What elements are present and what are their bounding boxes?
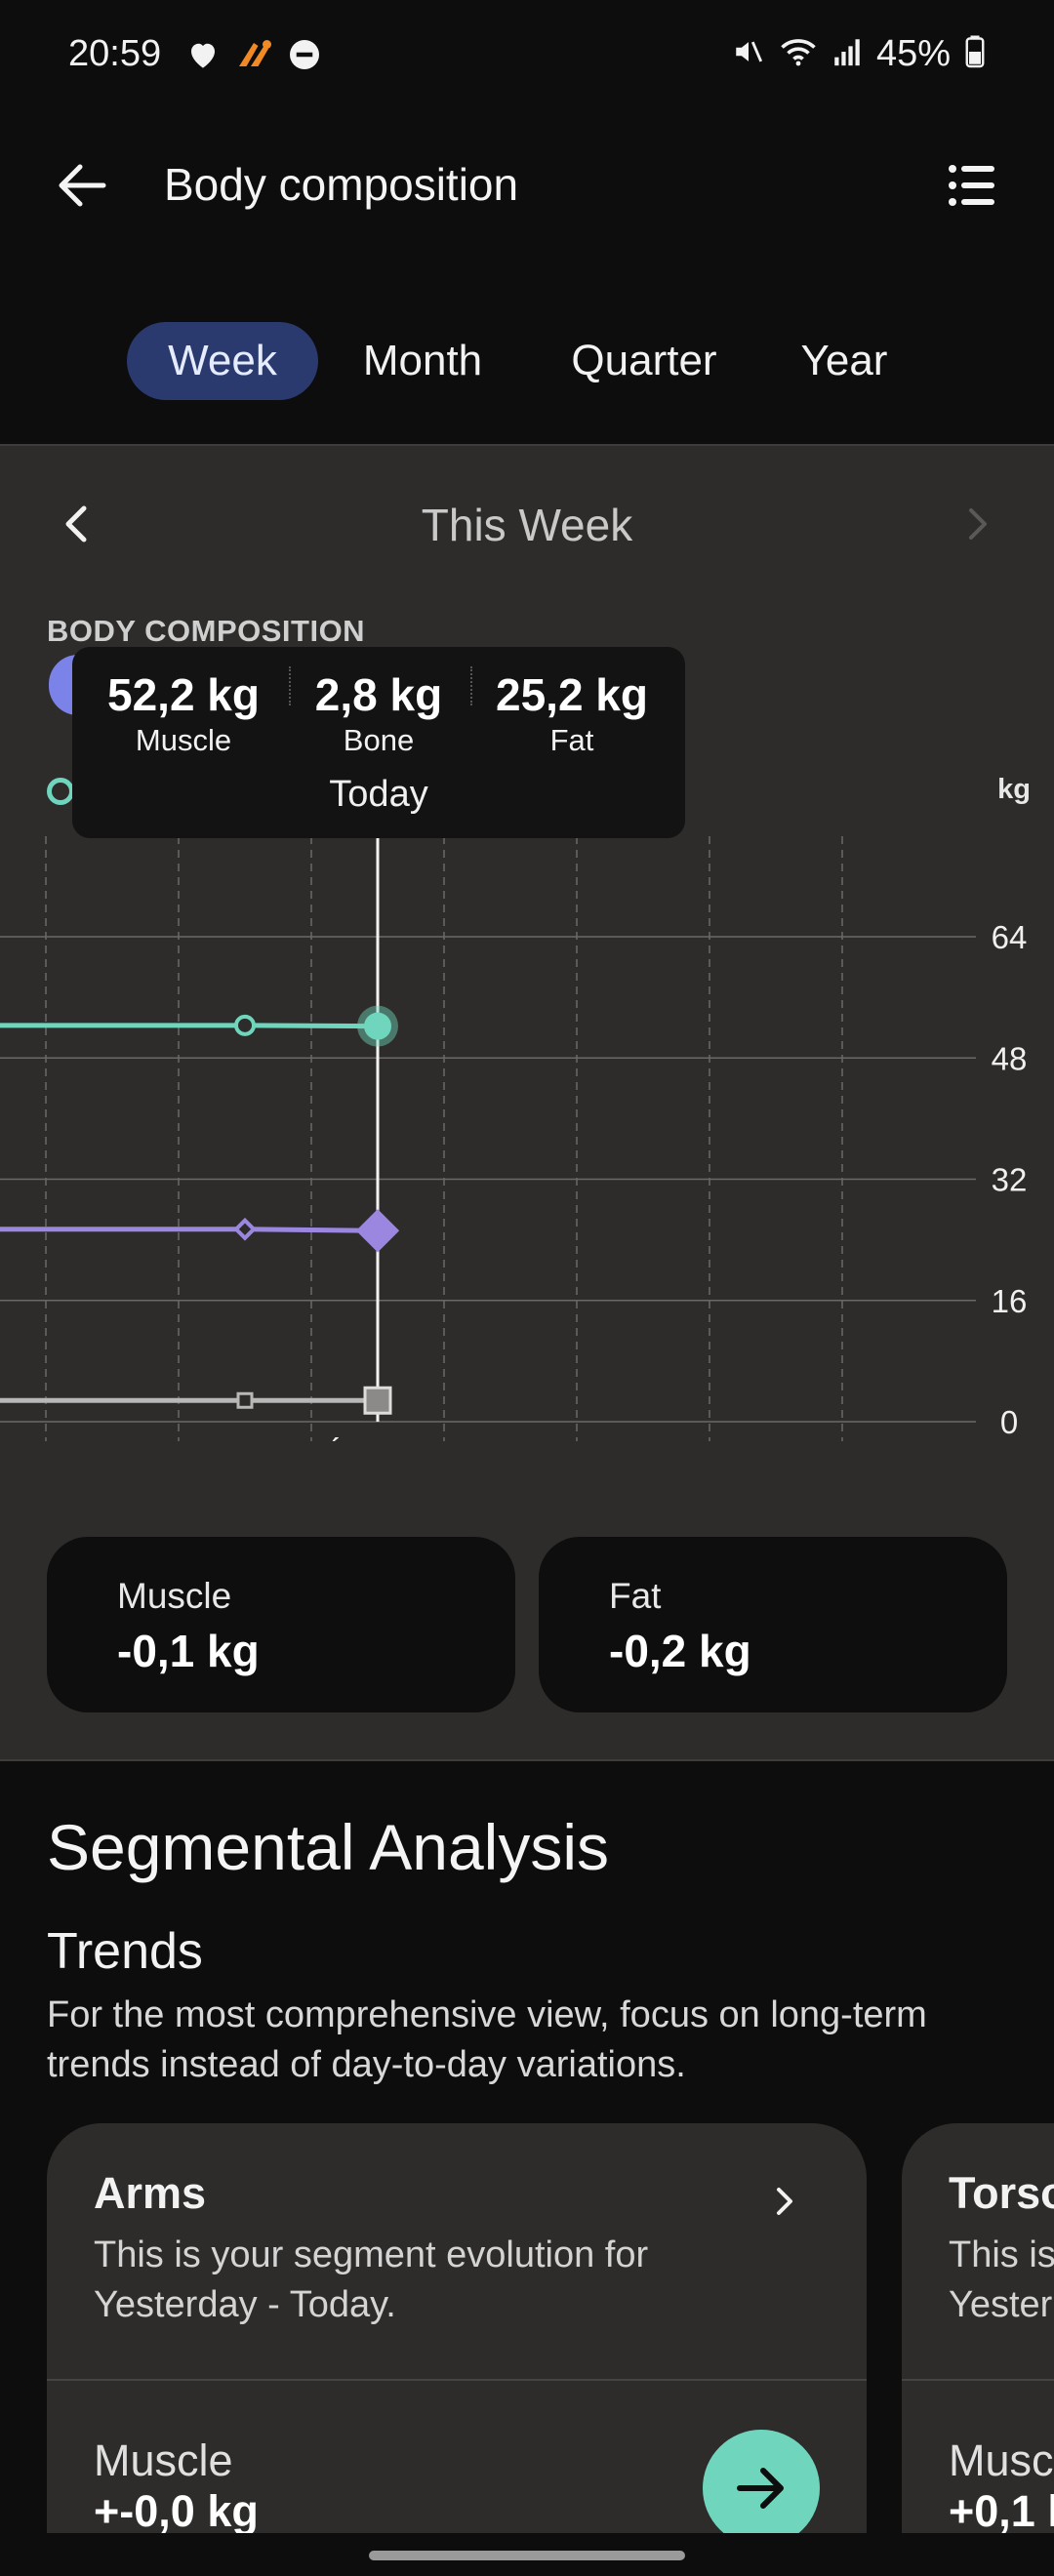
segment-metric-name: Muscle	[94, 2435, 233, 2485]
tooltip-muscle-value: 52,2 kg	[107, 669, 260, 720]
tooltip-muscle: 52,2 kg Muscle	[86, 668, 281, 758]
data-point-bone	[363, 1386, 392, 1415]
segment-card-torso[interactable]: Torso This is your segment evolution for…	[902, 2123, 1054, 2576]
list-icon	[949, 165, 994, 206]
tooltip-separator	[470, 666, 472, 705]
x-tick-label: Wt.	[190, 1437, 238, 1441]
status-time: 20:59	[68, 33, 162, 74]
data-point-muscle	[234, 1014, 256, 1036]
status-bar: 20:59 45%	[0, 0, 1054, 117]
y-tick-label: 64	[992, 919, 1028, 955]
y-tick-label: 16	[992, 1283, 1028, 1319]
fat-change-card[interactable]: Fat -0,2 kg	[539, 1537, 1007, 1712]
status-icons-right: 45%	[732, 33, 986, 75]
tab-year[interactable]: Year	[800, 337, 888, 384]
chart-unit-label: kg	[997, 774, 1031, 805]
tooltip-fat-label: Fat	[549, 723, 594, 757]
x-tick-label: Śr.	[323, 1436, 362, 1441]
trends-title: Trends	[47, 1923, 203, 1980]
do-not-disturb-icon	[287, 37, 322, 77]
segment-card-description: This is your segment evolution for Yeste…	[94, 2234, 649, 2325]
tab-month[interactable]: Month	[362, 337, 483, 384]
segment-card-description: This is your segment evolution for Yeste…	[949, 2234, 1054, 2325]
data-point-fat	[355, 1209, 400, 1253]
muscle-change-label: Muscle	[117, 1576, 232, 1616]
app-header: Body composition	[0, 117, 1054, 254]
x-tick-label: Pon.	[58, 1437, 124, 1441]
muscle-change-value: -0,1 kg	[117, 1626, 260, 1676]
y-tick-label: 0	[1000, 1404, 1018, 1440]
list-menu-button[interactable]	[941, 154, 1003, 217]
data-point-bone	[236, 1391, 254, 1409]
battery-percent: 45%	[875, 33, 951, 74]
y-tick-label: 32	[992, 1162, 1028, 1198]
segment-metric-value: +-0,0 kg	[94, 2486, 259, 2536]
muscle-change-card[interactable]: Muscle -0,1 kg	[47, 1537, 515, 1712]
mute-icon	[732, 34, 765, 74]
data-point-fat	[233, 1217, 257, 1241]
chevron-right-icon	[969, 508, 987, 540]
section-label: BODY COMPOSITION	[47, 614, 366, 648]
arrow-right-icon	[737, 2468, 784, 2509]
tooltip-date: Today	[329, 774, 428, 815]
chart-tooltip: 52,2 kg Muscle 2,8 kg Bone 25,2 kg Fat T…	[72, 647, 685, 838]
x-tick-label: Niedz.	[854, 1437, 946, 1441]
data-point-muscle	[364, 1012, 391, 1040]
segment-metric-value: +0,1 kg	[949, 2486, 1054, 2536]
tab-week[interactable]: Week	[127, 322, 318, 400]
previous-period-button[interactable]	[47, 495, 105, 553]
y-tick-label: 48	[992, 1040, 1028, 1076]
signal-icon	[831, 35, 863, 73]
tooltip-bone-value: 2,8 kg	[314, 669, 443, 720]
body-composition-chart[interactable]: 64 48 32 16 0 Pon. Wt. Śr. Czw. Pt. Sob. Niedz.	[0, 836, 1054, 1441]
chevron-left-icon	[65, 505, 87, 543]
segment-metric-name: Muscle	[949, 2435, 1054, 2485]
segment-card-title: Arms	[94, 2168, 207, 2218]
wifi-icon	[779, 34, 818, 74]
heart-icon	[185, 37, 221, 77]
segment-card-title: Torso	[949, 2168, 1054, 2218]
period-label: This Week	[421, 500, 633, 550]
period-tabs: Week Month Quarter Year	[0, 322, 1054, 400]
series-line-fat	[0, 1227, 379, 1233]
segment-card-arms[interactable]: Arms This is your segment evolution for …	[47, 2123, 867, 2576]
segmental-title: Segmental Analysis	[47, 1811, 609, 1883]
tooltip-bone: 2,8 kg Bone	[281, 668, 476, 758]
period-navigator: This Week	[0, 485, 1054, 563]
tab-quarter[interactable]: Quarter	[571, 337, 717, 384]
fat-change-value: -0,2 kg	[609, 1626, 751, 1676]
x-tick-label: Czw.	[456, 1437, 526, 1441]
tooltip-fat: 25,2 kg Fat	[474, 668, 669, 758]
tooltip-bone-label: Bone	[343, 723, 415, 757]
next-period-button[interactable]	[949, 495, 1007, 553]
battery-icon	[964, 34, 986, 74]
back-arrow-icon	[59, 164, 106, 207]
tooltip-separator	[289, 666, 291, 705]
x-tick-label: Sob.	[721, 1437, 788, 1441]
divider	[47, 2379, 867, 2381]
fat-change-label: Fat	[609, 1576, 662, 1616]
legend-dot	[47, 778, 74, 805]
back-button[interactable]	[51, 154, 113, 217]
tooltip-fat-value: 25,2 kg	[496, 669, 648, 720]
status-icons-left	[185, 37, 322, 77]
chart-panel: This Week BODY COMPOSITION kg 64 48 32 16 0 P…	[0, 444, 1054, 1761]
home-indicator[interactable]	[369, 2551, 685, 2560]
divider	[902, 2379, 1054, 2381]
chevron-right-icon	[765, 2182, 804, 2221]
x-tick-label: Pt.	[588, 1437, 628, 1441]
app-notification-icon	[234, 37, 273, 77]
segment-detail-button[interactable]	[703, 2430, 820, 2547]
trends-description: For the most comprehensive view, focus o…	[47, 1994, 927, 2085]
tooltip-muscle-label: Muscle	[135, 723, 232, 757]
page-title: Body composition	[164, 159, 519, 210]
